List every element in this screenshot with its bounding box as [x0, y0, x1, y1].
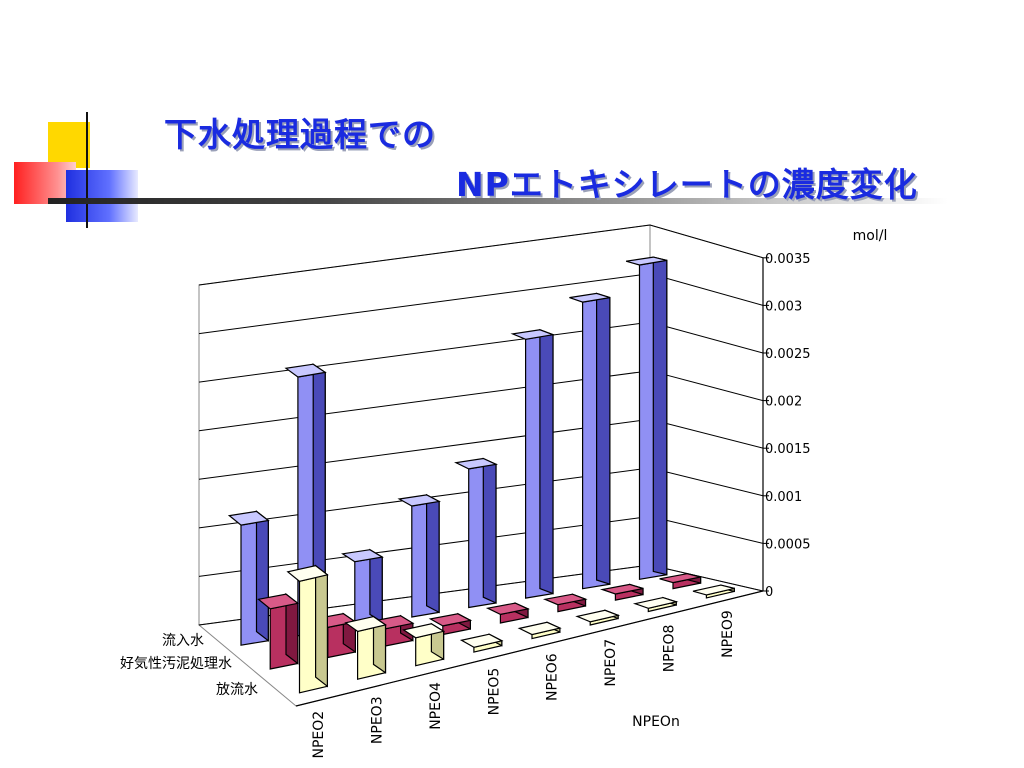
gridline [198, 224, 764, 286]
series-depth-label: 放流水 [216, 682, 258, 698]
x-axis-title: NPEOn [632, 714, 680, 730]
decor-horizontal-rule [48, 198, 948, 204]
y-tick-label: 0.0025 [765, 347, 811, 362]
bar-side [255, 510, 269, 642]
bar-side [369, 548, 383, 623]
bar-top [659, 573, 701, 584]
x-tick-label: NPEO6 [545, 653, 561, 701]
y-tick-label: 0.0005 [765, 537, 811, 552]
y-tick-label: 0.0035 [765, 252, 811, 267]
x-tick-label: NPEO5 [486, 668, 502, 716]
chart-labels: 0 0.0005 0.001 0.0015 0.002 0.0025 0.003 0.0035… [120, 252, 811, 759]
y-tick-label: 0 [765, 585, 773, 600]
bar-top [284, 363, 327, 378]
bar-top [459, 633, 504, 648]
x-tick-label: NPEO3 [370, 696, 386, 744]
bar-top [510, 329, 556, 340]
bar-side [482, 457, 497, 604]
bar-top [517, 621, 562, 636]
y-tick-label: 0.002 [765, 395, 802, 410]
bar-side [652, 256, 668, 576]
decor-yellow-square [48, 122, 90, 168]
x-axis-line [295, 590, 764, 707]
bar-top [454, 457, 499, 470]
bar-side [595, 292, 611, 586]
series-depth-label: 流入水 [162, 633, 204, 649]
slide-title-line2: NPエトキシレートの濃度変化 [456, 165, 918, 204]
bar-top [227, 510, 270, 526]
bar-top [542, 593, 588, 606]
bar-top [569, 292, 611, 303]
bar-top [485, 602, 530, 616]
chart-bars [227, 256, 735, 694]
decor-red-square [14, 162, 76, 204]
bar-side [539, 328, 554, 595]
y-tick-label: 0.003 [765, 299, 802, 314]
x-tick-label: NPEO7 [603, 639, 619, 687]
y-tick-label: 0.0015 [765, 442, 811, 457]
y-tick-label: 0.001 [765, 490, 802, 505]
bar-side [315, 564, 328, 688]
bar-top [632, 596, 679, 609]
x-tick-label: NPEO4 [428, 682, 444, 730]
bar-top [692, 584, 735, 596]
bar-side [426, 493, 440, 614]
bar-top [599, 583, 644, 595]
slide-title-line1: 下水処理過程での [164, 115, 436, 154]
x-tick-label: NPEO9 [720, 610, 736, 658]
decor-vertical-line [86, 112, 88, 228]
x-tick-label: NPEO2 [311, 711, 327, 759]
bar-top [402, 623, 446, 639]
y-unit-label: mol/l [853, 228, 888, 244]
bar-top [341, 549, 384, 563]
bar-top [344, 615, 387, 633]
bar-top [397, 494, 441, 507]
bar-top [625, 256, 667, 266]
decor-blue-square [66, 170, 138, 222]
bar-top [575, 609, 621, 623]
bar-top [286, 565, 329, 582]
bar-top [428, 613, 473, 627]
x-tick-label: NPEO8 [661, 625, 677, 673]
series-depth-label: 好気性汚泥処理水 [120, 656, 232, 672]
bar-top [257, 593, 300, 610]
